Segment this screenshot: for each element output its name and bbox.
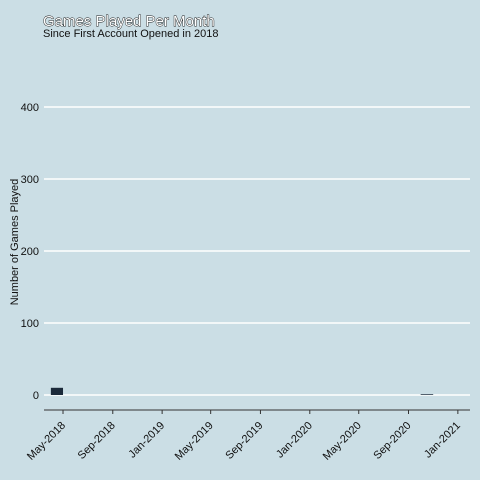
x-tick-label: Jan-2020 [274, 420, 315, 461]
chart-subtitle: Since First Account Opened in 2018 [43, 28, 219, 40]
y-tick-labels: 0 100 200 300 400 [21, 102, 39, 402]
x-tick-label: Jan-2021 [422, 420, 463, 461]
x-tick-label: Sep-2018 [76, 420, 118, 462]
chart-title: Games Played Per Month [43, 13, 215, 30]
x-tick-labels: May-2018 Sep-2018 Jan-2019 May-2019 Sep-2019… [25, 420, 463, 463]
gridlines [44, 106, 470, 396]
x-tick-label: Sep-2020 [371, 420, 413, 462]
bar [50, 387, 64, 395]
y-tick-label: 100 [21, 318, 39, 330]
x-tick-label: May-2019 [173, 420, 216, 463]
bars [50, 387, 434, 395]
y-axis-label: Number of Games Played [9, 179, 21, 306]
y-tick-label: 0 [33, 390, 39, 402]
x-tick-label: Jan-2019 [126, 420, 167, 461]
y-tick-label: 200 [21, 246, 39, 258]
bar [420, 394, 434, 395]
x-tick-label: Sep-2019 [223, 420, 265, 462]
y-tick-label: 300 [21, 174, 39, 186]
x-axis [44, 409, 470, 414]
y-tick-label: 400 [21, 102, 39, 114]
x-tick-label: May-2020 [321, 420, 364, 463]
x-tick-label: May-2018 [25, 420, 68, 463]
